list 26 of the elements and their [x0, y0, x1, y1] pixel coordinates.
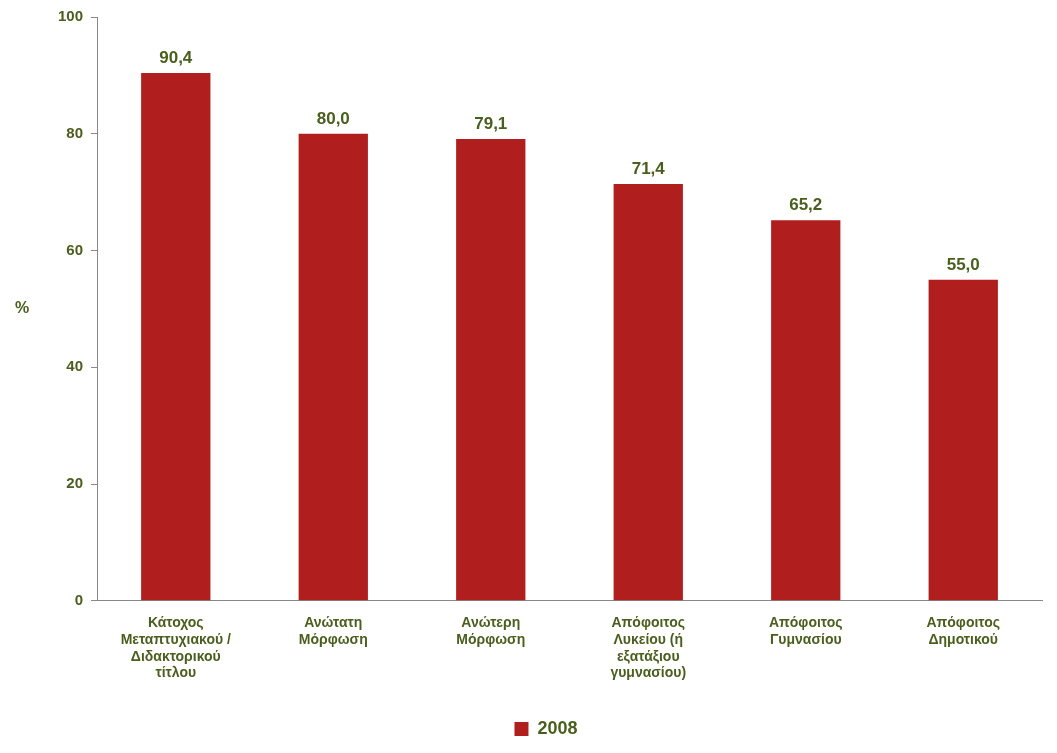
y-axis-title: % — [14, 299, 30, 317]
y-tick-label: 40 — [66, 357, 84, 375]
data-label: 79,1 — [474, 114, 508, 134]
y-tick-label: 0 — [74, 590, 84, 608]
x-tick-label: Ανώτατη Μόρφωση — [298, 614, 368, 647]
data-label: 55,0 — [946, 254, 980, 274]
bar — [928, 279, 998, 601]
x-tick-label: Απόφοιτος Λυκείου (ή εξατάξιου γυμνασίου) — [610, 614, 687, 681]
y-tick-label: 100 — [58, 7, 84, 25]
data-label: 65,2 — [789, 195, 823, 215]
y-tick-label: 80 — [66, 123, 84, 141]
y-tick-label: 60 — [66, 240, 84, 258]
x-tick-label: Ανώτερη Μόρφωση — [456, 614, 526, 647]
bar — [298, 133, 368, 601]
data-label: 90,4 — [159, 48, 193, 68]
x-tick-label: Απόφοιτος Δημοτικού — [926, 614, 1001, 647]
x-tick-label: Απόφοιτος Γυμνασίου — [768, 614, 843, 647]
data-label: 80,0 — [316, 108, 350, 128]
bar — [141, 73, 211, 601]
x-tick-label: Κάτοχος Μεταπτυχιακού / Διδακτορικού τίτλου — [120, 614, 232, 681]
legend-label: 2008 — [537, 717, 578, 738]
bar — [613, 183, 683, 601]
bar — [771, 220, 841, 601]
bar — [456, 139, 526, 601]
data-label: 71,4 — [631, 159, 666, 179]
y-tick-label: 20 — [66, 474, 84, 492]
